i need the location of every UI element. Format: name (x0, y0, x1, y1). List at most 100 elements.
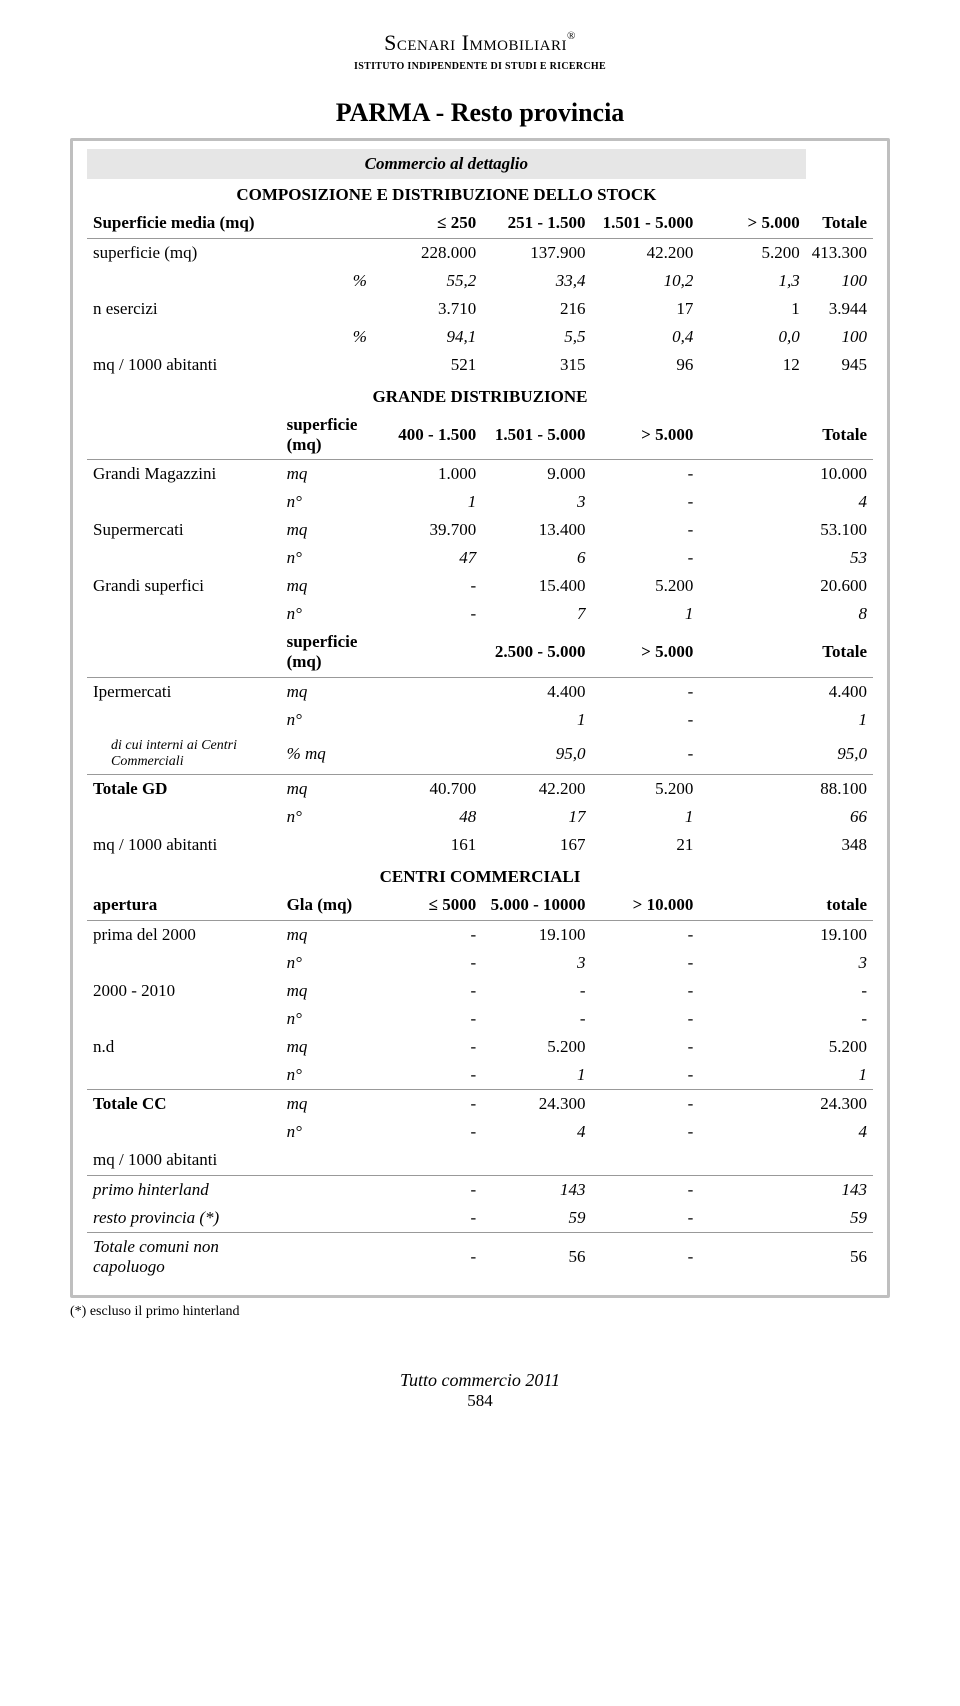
dicui-2: Commerciali (111, 754, 184, 769)
lbl-nesercizi: n esercizi (87, 295, 281, 323)
cell: 42.200 (592, 238, 700, 267)
cell: 20.600 (806, 572, 873, 600)
cell: 10,2 (592, 267, 700, 295)
content-frame: Commercio al dettaglio COMPOSIZIONE E DI… (70, 138, 890, 1298)
cell: 5.200 (592, 572, 700, 600)
u-mq: mq (281, 677, 373, 706)
lbl-mq1000: mq / 1000 abitanti (87, 1146, 281, 1174)
cell: - (592, 677, 700, 706)
cell: 5.200 (699, 238, 805, 267)
cell: 137.900 (482, 238, 591, 267)
cell: 161 (373, 831, 482, 859)
cell: 47 (373, 544, 482, 572)
lbl-supmq: superficie (mq) (281, 628, 373, 676)
cell: 143 (482, 1175, 591, 1204)
cell: - (482, 1005, 591, 1033)
cell: 1 (482, 706, 591, 734)
lbl-super: Supermercati (87, 516, 281, 544)
cell: 1 (373, 488, 482, 516)
lbl-supmq: superficie (mq) (87, 238, 281, 267)
cell: 19.100 (806, 920, 873, 949)
hdr-tot: Totale (806, 411, 873, 459)
cell: 40.700 (373, 775, 482, 804)
lbl-pct: % (281, 267, 373, 295)
cell: 6 (482, 544, 591, 572)
lbl-supmq: superficie (mq) (281, 411, 373, 459)
lbl-gs: Grandi superfici (87, 572, 281, 600)
cell: - (373, 572, 482, 600)
cell: 100 (806, 323, 873, 351)
section-commercio: Commercio al dettaglio (87, 149, 806, 179)
lbl-tot-non-cap: Totale comuni non capoluogo (87, 1233, 281, 1282)
cell: - (592, 460, 700, 489)
cell: - (373, 600, 482, 628)
footer-title: Tutto commercio 2011 (70, 1370, 890, 1391)
u-mq: mq (281, 460, 373, 489)
cell: 1 (806, 706, 873, 734)
cell: - (592, 706, 700, 734)
cell: 53 (806, 544, 873, 572)
cell: 945 (806, 351, 873, 379)
lbl-nd: n.d (87, 1033, 281, 1061)
cell: 10.000 (806, 460, 873, 489)
lbl-gm: Grandi Magazzini (87, 460, 281, 489)
u-n: n° (281, 803, 373, 831)
lbl-apertura: apertura (87, 891, 281, 919)
cell: - (592, 1204, 700, 1232)
hdr-c1: ≤ 250 (373, 209, 482, 237)
cell: 7 (482, 600, 591, 628)
u-mq: mq (281, 1090, 373, 1119)
lbl-resto-p: resto provincia (*) (87, 1204, 281, 1232)
cell: 5.200 (482, 1033, 591, 1061)
cell: 59 (482, 1204, 591, 1232)
cell: 3 (806, 949, 873, 977)
lbl-pct: % (281, 323, 373, 351)
cell: - (373, 920, 482, 949)
cell: 96 (592, 351, 700, 379)
cell: 94,1 (373, 323, 482, 351)
cell: 15.400 (482, 572, 591, 600)
hdr-supmedia: Superficie media (mq) (87, 209, 281, 237)
cell: - (592, 488, 700, 516)
u-n: n° (281, 1118, 373, 1146)
hdr-tot: Totale (806, 628, 873, 676)
brand-text: Scenari Immobiliari (384, 30, 567, 55)
u-mq: mq (281, 516, 373, 544)
hdr: 5.000 - 10000 (482, 891, 591, 919)
footer-page: 584 (70, 1391, 890, 1411)
cell: - (592, 544, 700, 572)
cell: 8 (806, 600, 873, 628)
cell: 1 (699, 295, 805, 323)
u-mq: mq (281, 1033, 373, 1061)
cell: 19.100 (482, 920, 591, 949)
brand-sub: ISTITUTO INDIPENDENTE DI STUDI E RICERCH… (354, 61, 606, 72)
hdr-tot: Totale (806, 209, 873, 237)
u-n: n° (281, 1061, 373, 1089)
cell: 56 (806, 1233, 873, 1282)
cell: 4 (482, 1118, 591, 1146)
lbl-primo-h: primo hinterland (87, 1175, 281, 1204)
cell: 56 (482, 1233, 591, 1282)
hdr-c2: 251 - 1.500 (482, 209, 591, 237)
hdr: ≤ 5000 (373, 891, 482, 919)
u-n: n° (281, 488, 373, 516)
cell: 17 (592, 295, 700, 323)
cell: 5.200 (592, 775, 700, 804)
lbl-mq1000: mq / 1000 abitanti (87, 351, 281, 379)
cell: 1 (806, 1061, 873, 1089)
cell: - (373, 1033, 482, 1061)
cell: - (373, 977, 482, 1005)
cell: 1 (592, 600, 700, 628)
section-centri: CENTRI COMMERCIALI (87, 859, 873, 891)
cell: 42.200 (482, 775, 591, 804)
lbl-prima2000: prima del 2000 (87, 920, 281, 949)
u-n: n° (281, 544, 373, 572)
lbl-dicui: di cui interni ai Centri Commerciali (87, 734, 281, 774)
cell: 24.300 (806, 1090, 873, 1119)
hdr-c3: 1.501 - 5.000 (592, 209, 700, 237)
cell: 24.300 (482, 1090, 591, 1119)
section-compstock: COMPOSIZIONE E DISTRIBUZIONE DELLO STOCK (87, 179, 806, 209)
cell: 1 (482, 1061, 591, 1089)
cell: 0,4 (592, 323, 700, 351)
cell: - (373, 1061, 482, 1089)
